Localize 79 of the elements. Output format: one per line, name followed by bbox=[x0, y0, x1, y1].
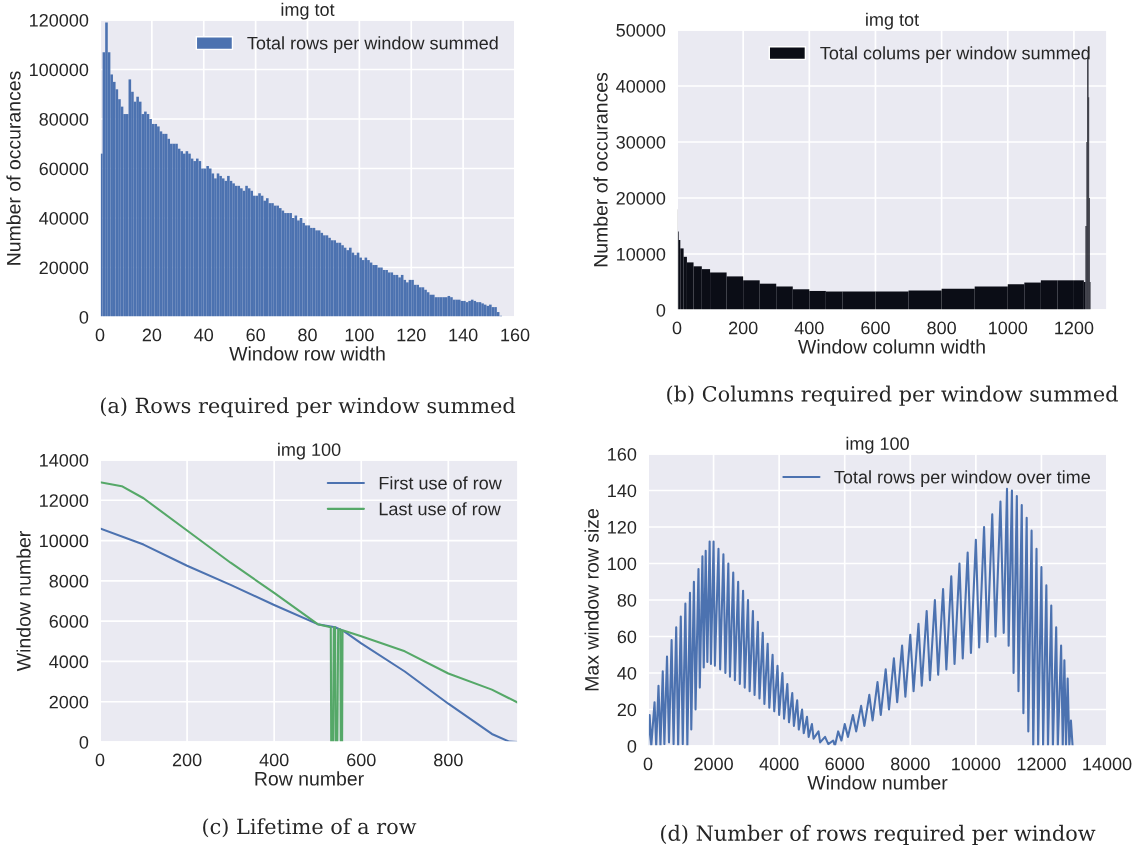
y-axis-title: Window number bbox=[16, 531, 31, 672]
x-tick-label: 1200 bbox=[1055, 321, 1094, 335]
x-tick-label: 120 bbox=[397, 328, 426, 342]
x-tick-label: 140 bbox=[449, 328, 478, 342]
y-tick-label: 30000 bbox=[616, 135, 666, 149]
x-tick-label: 0 bbox=[95, 753, 105, 767]
text: (b) Columns required per window summed bbox=[667, 385, 1118, 406]
y-axis-title: Max window row size bbox=[584, 509, 599, 691]
y-tick-label: 10000 bbox=[40, 534, 89, 548]
chart-title: img 100 bbox=[846, 436, 909, 454]
legend-label: Last use of row bbox=[379, 502, 501, 516]
y-axis-title: Number of occurances bbox=[593, 72, 608, 267]
x-tick-label: 10000 bbox=[952, 757, 1001, 771]
x-tick-label: 6000 bbox=[825, 757, 865, 771]
y-tick-label: 12000 bbox=[40, 494, 89, 508]
x-tick-label: 12000 bbox=[1017, 757, 1066, 771]
legend-label: Total rows per window over time bbox=[834, 470, 1090, 488]
y-tick-label: 120000 bbox=[30, 13, 89, 27]
x-tick-label: 100 bbox=[345, 328, 374, 342]
x-tick-label: 20 bbox=[142, 328, 162, 342]
x-tick-label: 2000 bbox=[694, 757, 733, 771]
x-tick-label: 8000 bbox=[890, 757, 930, 771]
x-axis-title: Row number bbox=[255, 771, 364, 786]
y-tick-label: 80000 bbox=[39, 112, 89, 126]
x-tick-label: 200 bbox=[172, 753, 202, 767]
x-tick-label: 400 bbox=[259, 753, 289, 767]
x-axis-title: Window column width bbox=[798, 339, 985, 354]
x-tick-label: 40 bbox=[194, 328, 214, 342]
x-tick-label: 600 bbox=[861, 321, 890, 335]
x-tick-label: 800 bbox=[927, 321, 956, 335]
y-tick-label: 100000 bbox=[30, 63, 89, 77]
x-tick-label: 400 bbox=[794, 321, 824, 335]
x-tick-label: 0 bbox=[672, 321, 682, 335]
y-tick-label: 60000 bbox=[39, 162, 89, 176]
legend-label: Total rows per window summed bbox=[247, 36, 498, 54]
y-tick-label: 20000 bbox=[39, 261, 89, 275]
x-tick-label: 0 bbox=[95, 328, 105, 342]
x-tick-label: 160 bbox=[501, 328, 530, 342]
x-axis-title: Window number bbox=[807, 775, 948, 790]
y-tick-label: 20 bbox=[617, 703, 637, 717]
y-tick-label: 0 bbox=[656, 303, 666, 317]
x-tick-label: 4000 bbox=[759, 757, 799, 771]
chart-title: img tot bbox=[281, 2, 335, 20]
y-tick-label: 14000 bbox=[40, 453, 89, 467]
y-tick-label: 0 bbox=[627, 739, 637, 753]
y-tick-label: 10000 bbox=[617, 247, 666, 261]
y-tick-label: 80 bbox=[617, 593, 637, 607]
y-tick-label: 20000 bbox=[616, 191, 666, 205]
y-tick-label: 100 bbox=[608, 557, 637, 571]
y-tick-label: 40000 bbox=[616, 79, 666, 93]
x-tick-label: 1000 bbox=[989, 321, 1028, 335]
y-tick-label: 40 bbox=[617, 666, 637, 680]
x-tick-label: 800 bbox=[434, 753, 463, 767]
y-tick-label: 50000 bbox=[616, 23, 666, 37]
x-tick-label: 80 bbox=[298, 328, 317, 342]
legend-label: Total colums per window summed bbox=[820, 46, 1090, 64]
x-tick-label: 200 bbox=[729, 321, 758, 335]
x-tick-label: 60 bbox=[246, 328, 265, 342]
x-axis-title: Window row width bbox=[229, 346, 385, 361]
x-tick-label: 14000 bbox=[1083, 757, 1132, 771]
y-tick-label: 60 bbox=[617, 630, 637, 644]
y-tick-label: 2000 bbox=[49, 695, 89, 709]
y-tick-label: 140 bbox=[608, 484, 637, 498]
y-tick-label: 40000 bbox=[39, 211, 89, 225]
text: (d) Number of rows required per window bbox=[661, 824, 1096, 845]
y-tick-label: 160 bbox=[608, 447, 637, 461]
y-tick-label: 0 bbox=[79, 310, 89, 324]
y-tick-label: 120 bbox=[608, 520, 637, 534]
text: (c) Lifetime of a row bbox=[203, 818, 417, 838]
x-tick-label: 600 bbox=[347, 753, 376, 767]
y-tick-label: 8000 bbox=[49, 574, 89, 588]
chart-title: img tot bbox=[866, 12, 919, 30]
chart-title: img 100 bbox=[278, 442, 341, 460]
legend-label: First use of row bbox=[379, 476, 502, 490]
y-tick-label: 6000 bbox=[49, 615, 89, 628]
y-tick-label: 0 bbox=[79, 735, 89, 749]
text: (a) Rows required per window summed bbox=[100, 397, 516, 418]
y-axis-title: Number of occurances bbox=[6, 71, 21, 265]
y-tick-label: 4000 bbox=[49, 655, 89, 669]
